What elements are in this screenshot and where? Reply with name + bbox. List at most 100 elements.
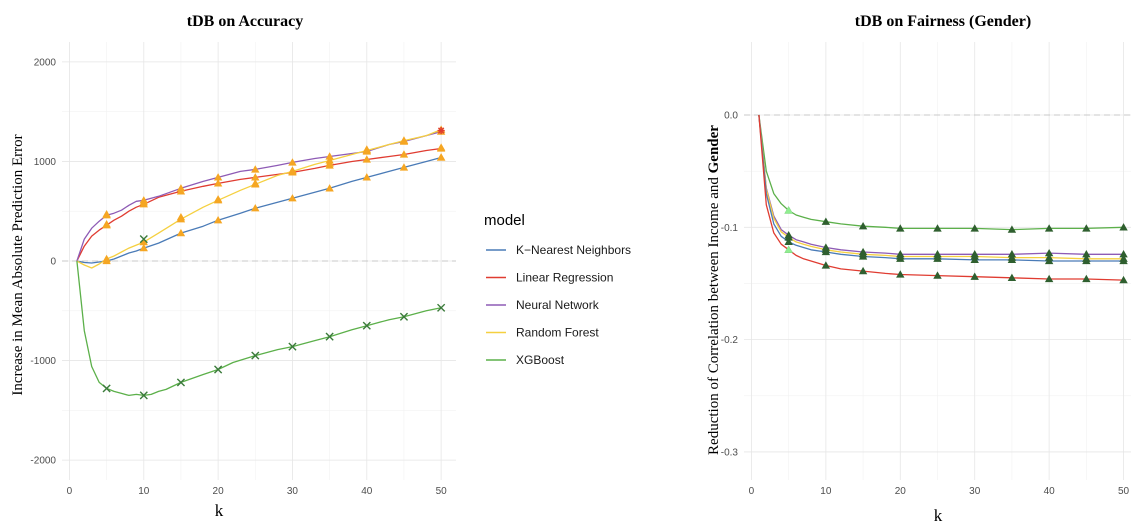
fairness-markers xyxy=(784,206,1128,284)
data-point-marker xyxy=(214,365,223,374)
x-tick-label: 10 xyxy=(138,486,150,497)
data-point-marker xyxy=(251,204,260,212)
data-point-marker xyxy=(213,179,223,187)
data-point-marker xyxy=(1119,223,1128,231)
data-point-marker xyxy=(399,163,409,171)
data-point-marker xyxy=(933,271,942,279)
data-point-marker xyxy=(1044,248,1054,257)
data-point-marker xyxy=(970,272,979,280)
legend-label: XGBoost xyxy=(516,353,565,367)
y-tick-label: -1000 xyxy=(30,356,56,367)
data-point-marker xyxy=(1119,256,1128,265)
data-point-marker xyxy=(784,233,793,241)
data-point-marker xyxy=(251,179,260,187)
legend: model K−Nearest Neighbors Linear Regressi… xyxy=(484,212,631,367)
data-point-marker xyxy=(399,312,409,321)
x-tick-label: 40 xyxy=(361,486,373,497)
data-point-marker xyxy=(139,243,148,252)
legend-title: model xyxy=(484,212,525,229)
data-point-marker xyxy=(139,391,148,400)
data-point-marker xyxy=(436,143,446,151)
data-point-marker xyxy=(896,270,905,278)
accuracy-series xyxy=(76,128,442,397)
data-point-marker xyxy=(399,136,409,144)
fairness-series xyxy=(758,114,1124,281)
data-point-marker xyxy=(176,228,186,237)
data-point-marker xyxy=(139,237,148,246)
fairness-y-axis-title-bold: Gender xyxy=(706,125,722,174)
data-point-marker xyxy=(102,384,111,393)
series-line xyxy=(76,130,442,262)
series-line xyxy=(758,114,1124,255)
legend-label: K−Nearest Neighbors xyxy=(516,243,631,257)
data-point-marker xyxy=(858,221,868,230)
data-point-marker xyxy=(362,173,371,181)
data-point-marker xyxy=(213,215,223,224)
data-point-marker xyxy=(251,165,260,173)
series-line xyxy=(758,114,1124,262)
data-point-marker xyxy=(102,210,111,218)
y-tick-label: -0.1 xyxy=(721,223,739,234)
y-tick-label: -0.2 xyxy=(721,335,739,346)
data-point-marker xyxy=(436,153,446,161)
series-line xyxy=(76,260,442,397)
data-point-marker xyxy=(213,173,223,181)
data-point-marker xyxy=(139,198,148,206)
series-line xyxy=(76,128,442,269)
data-point-marker xyxy=(176,184,186,192)
fairness-chart-title: tDB on Fairness (Gender) xyxy=(855,13,1031,30)
data-point-marker xyxy=(325,332,334,341)
data-point-marker xyxy=(362,321,371,330)
x-tick-label: 20 xyxy=(213,486,225,497)
data-point-marker xyxy=(1007,273,1017,281)
data-point-marker xyxy=(288,158,297,166)
data-point-marker xyxy=(437,303,446,312)
fairness-tick-labels: 0 10 20 30 40 50 0.0 -0.1 -0.2 -0.3 xyxy=(721,111,1130,498)
accuracy-x-axis-title: k xyxy=(215,501,224,520)
data-point-marker xyxy=(970,224,979,232)
data-point-marker xyxy=(858,252,868,260)
data-point-marker xyxy=(251,173,260,181)
data-point-marker xyxy=(1044,256,1054,265)
data-point-marker xyxy=(362,155,371,163)
data-point-marker xyxy=(896,254,905,262)
data-point-marker xyxy=(139,235,148,244)
x-tick-label: 40 xyxy=(1044,486,1056,497)
data-point-marker xyxy=(288,194,297,202)
x-tick-label: 10 xyxy=(820,486,832,497)
data-point-marker xyxy=(251,351,260,360)
fairness-y-axis-title: Reduction of Correlation between Income … xyxy=(706,125,722,455)
data-point-marker xyxy=(1082,256,1091,265)
fairness-x-axis-title: k xyxy=(934,506,943,525)
x-tick-label: 50 xyxy=(436,486,448,497)
data-point-marker xyxy=(1007,225,1017,233)
accuracy-gridlines xyxy=(62,42,456,480)
data-point-marker xyxy=(102,219,111,228)
data-point-marker xyxy=(399,150,409,158)
y-tick-label: 0 xyxy=(50,257,56,268)
data-point-marker xyxy=(784,237,793,246)
y-tick-label: -0.3 xyxy=(721,447,739,458)
legend-label: Neural Network xyxy=(516,298,600,312)
x-tick-label: 30 xyxy=(969,486,981,497)
data-point-marker xyxy=(176,213,186,221)
accuracy-panel: tDB on Accuracy Increase in Mean Absolut… xyxy=(10,13,456,520)
x-tick-label: 0 xyxy=(749,486,755,497)
data-point-marker xyxy=(1082,224,1091,232)
fairness-y-axis-title-prefix: Reduction of Correlation between Income … xyxy=(706,173,722,455)
data-point-marker xyxy=(858,266,868,275)
data-point-marker xyxy=(1044,274,1054,283)
data-point-marker xyxy=(970,255,979,264)
data-point-marker xyxy=(288,342,297,351)
x-tick-label: 0 xyxy=(67,486,73,497)
data-point-marker xyxy=(933,254,942,262)
data-point-marker xyxy=(325,159,334,167)
series-line xyxy=(758,114,1124,231)
data-point-marker xyxy=(1082,274,1091,283)
data-point-marker xyxy=(1119,275,1128,284)
data-point-marker xyxy=(325,184,334,192)
data-point-marker xyxy=(213,195,223,203)
data-point-marker xyxy=(933,224,942,232)
data-point-marker xyxy=(784,206,793,214)
data-point-marker xyxy=(821,247,831,256)
